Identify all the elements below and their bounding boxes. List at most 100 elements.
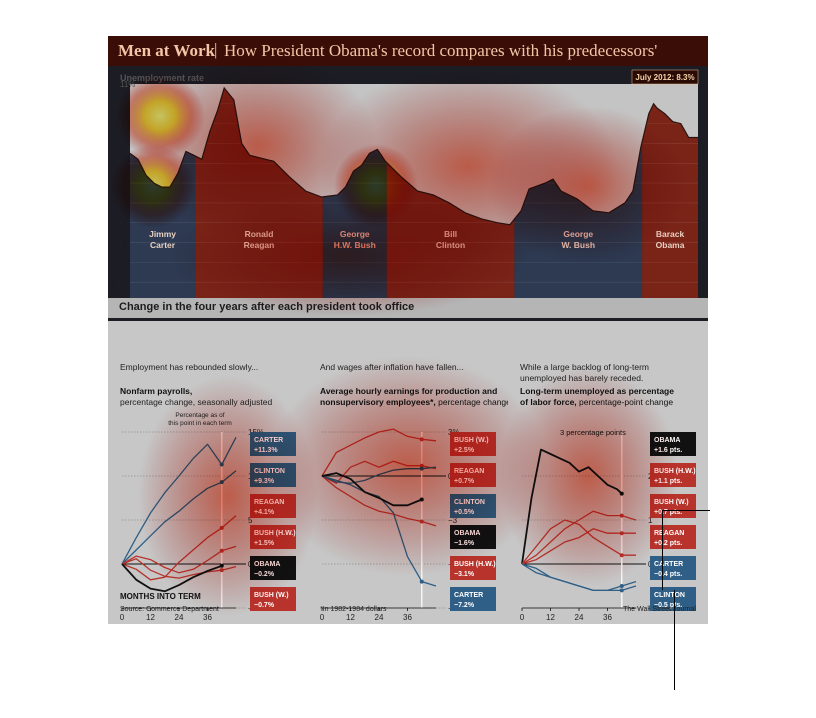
- legend-name: REAGAN: [654, 530, 684, 537]
- series-line: [121, 545, 237, 574]
- legend-name: CARTER: [654, 561, 683, 568]
- legend-name: BUSH (W.): [254, 592, 289, 599]
- x-tick-label: 36: [603, 613, 612, 622]
- y-tick-label: 1: [118, 278, 123, 287]
- term-label: W. Bush: [562, 240, 596, 250]
- term-label: Barack: [656, 229, 685, 239]
- legend-value: +11.3%: [254, 447, 278, 454]
- legend-name: CARTER: [454, 592, 483, 599]
- series-point: [619, 491, 624, 496]
- legend-value: −0.4 pts.: [654, 571, 682, 578]
- panel-subtitle: percentage change: [438, 397, 508, 407]
- x-tick-label: 12: [146, 613, 155, 622]
- title-bar: Men at Work | How President Obama's reco…: [108, 36, 708, 66]
- series-line: [121, 470, 237, 565]
- legend-name: REAGAN: [454, 468, 484, 475]
- term-label: Bill: [444, 229, 457, 239]
- series-point: [219, 525, 224, 530]
- series-point: [419, 519, 424, 524]
- term-label: Carter: [150, 240, 176, 250]
- legend-value: +0.2 pts.: [654, 540, 682, 547]
- legend-value: +1.5%: [254, 540, 275, 547]
- term-label: Ronald: [245, 229, 274, 239]
- infographic: Men at Work | How President Obama's reco…: [108, 36, 708, 624]
- payrolls-panel: Employment has rebounded slowly... Nonfar…: [120, 362, 296, 622]
- section-title: Change in the four years after each pres…: [119, 301, 415, 313]
- section-bar: Change in the four years after each pres…: [108, 298, 708, 318]
- x-tick-label: 0: [120, 613, 125, 622]
- annotation: this point in each term: [168, 420, 232, 427]
- legend-name: REAGAN: [254, 499, 284, 506]
- series-line: [121, 437, 237, 565]
- longterm-panel: While a large backlog of long-term unempl…: [520, 362, 696, 622]
- term-label: George: [563, 229, 593, 239]
- series-line: [321, 475, 437, 587]
- headline-separator: |: [214, 40, 218, 59]
- y-tick-label: 6: [118, 179, 123, 188]
- intro-line: Employment has rebounded slowly...: [120, 362, 258, 372]
- term-label: Obama: [656, 240, 685, 250]
- panel-title: nonsupervisory employees*, percentage ch…: [320, 397, 508, 407]
- panel-title: Nonfarm payrolls,: [120, 386, 192, 396]
- wages-panel: And wages after inflation have fallen...…: [320, 362, 508, 622]
- series-point: [619, 584, 624, 588]
- legend-name: OBAMA: [454, 530, 480, 537]
- callout-box: [631, 69, 699, 85]
- panel-title: of labor force, percentage-point change: [520, 397, 673, 407]
- source-note: Source: Commerce Department: [120, 606, 219, 613]
- series-line: [521, 448, 623, 565]
- legend-value: +2.5%: [454, 447, 475, 454]
- legend-name: BUSH (H.W.): [454, 561, 496, 568]
- frame-line: [674, 590, 675, 690]
- x-tick-label: 36: [203, 613, 212, 622]
- x-tick-label: 0: [320, 613, 325, 622]
- series-line: [321, 460, 437, 484]
- legend-name: CLINTON: [254, 468, 285, 475]
- series-point: [419, 466, 424, 471]
- legend-name: BUSH (W.): [654, 499, 689, 506]
- series-point: [219, 568, 224, 573]
- series-point: [219, 563, 224, 568]
- frame-line: [662, 510, 663, 590]
- y-tick-label: 8: [118, 139, 123, 148]
- y-tick-label: 4: [118, 219, 123, 228]
- legend-value: +1.1 pts.: [654, 478, 682, 485]
- annotation: Percentage as of: [175, 412, 224, 419]
- legend-value: +0.7%: [454, 478, 475, 485]
- legend-name: BUSH (W.): [454, 437, 489, 444]
- series-point: [419, 437, 424, 442]
- y-tick-label: 2: [118, 258, 123, 267]
- legend-box: [450, 587, 496, 611]
- intro-text: Employment has rebounded slowly...: [120, 362, 258, 372]
- legend-value: −7.2%: [454, 602, 475, 609]
- headline: Men at Work: [118, 41, 215, 60]
- legend-name: CARTER: [254, 437, 283, 444]
- series-point: [419, 579, 424, 584]
- x-tick-label: 36: [403, 613, 412, 622]
- x-tick-label: 24: [375, 613, 384, 622]
- series-line: [521, 528, 636, 565]
- series-point: [219, 462, 224, 467]
- legend-name: BUSH (H.W.): [654, 468, 696, 475]
- legend-name: BUSH (H.W.): [254, 530, 296, 537]
- intro-line: While a large backlog of long-term: [520, 362, 649, 372]
- series-point: [419, 497, 424, 502]
- legend-name: OBAMA: [654, 437, 680, 444]
- y-tick-label: 7: [118, 159, 123, 168]
- panel-subtitle: percentage change, seasonally adjusted: [120, 397, 272, 407]
- term-label: Clinton: [436, 240, 465, 250]
- legend-value: −1.6%: [454, 540, 475, 547]
- footnote: *In 1982-1984 dollars: [320, 606, 387, 613]
- intro-line: And wages after inflation have fallen...: [320, 362, 464, 372]
- series-point: [619, 553, 624, 558]
- term-label: Reagan: [244, 240, 275, 250]
- panel-title: Average hourly earnings for production a…: [320, 386, 497, 396]
- y-tick-label: 9: [118, 120, 123, 129]
- legend-value: −0.2%: [254, 571, 275, 578]
- term-label: Jimmy: [149, 229, 176, 239]
- x-tick-label: 12: [546, 613, 555, 622]
- intro-line: unemployed has barely receded.: [520, 373, 643, 383]
- y-tick-label: 3: [118, 239, 123, 248]
- panel-subtitle: percentage-point change: [579, 397, 673, 407]
- headline-subtitle: How President Obama's record compares wi…: [224, 41, 658, 60]
